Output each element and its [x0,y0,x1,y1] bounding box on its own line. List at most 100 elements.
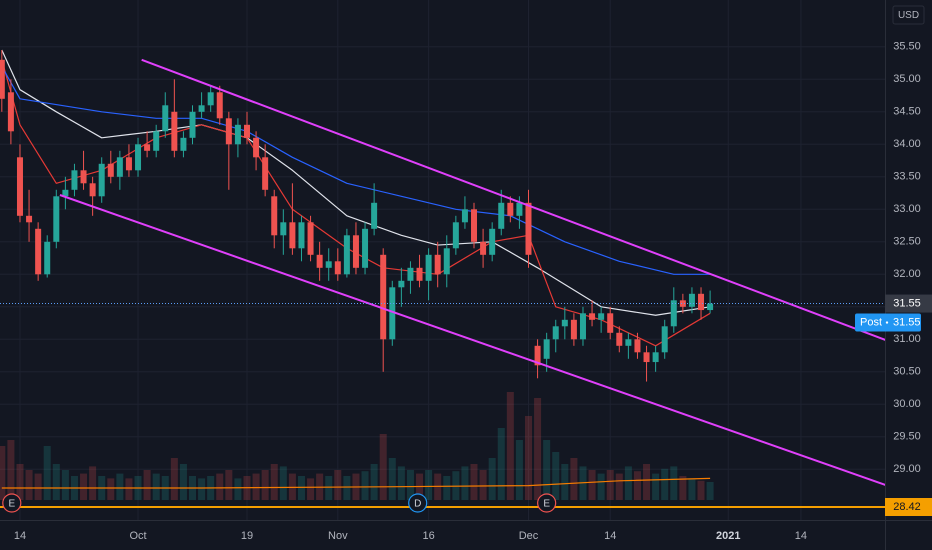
x-tick-label: Nov [328,530,348,542]
candle-body [552,326,559,340]
y-tick-label: 30.50 [893,366,921,378]
candle-body [262,157,269,190]
candle-body [507,202,514,216]
candle-body [525,202,532,255]
volume-bar [361,471,369,500]
volume-bar [461,466,469,500]
candle-body [625,339,632,346]
x-tick-label: 14 [604,530,616,542]
volume-bar [679,476,687,500]
candle-body [80,170,87,184]
candle-body [534,345,541,366]
y-tick-label: 32.50 [893,236,921,248]
candle-body [398,280,405,288]
volume-bar [688,478,696,500]
volume-bar [479,470,487,500]
y-tick-label: 35.50 [893,41,921,53]
candle-body [516,202,523,216]
candle-body [125,157,132,171]
candle-body [670,300,677,327]
candle-body [643,352,650,363]
candle-body [35,228,42,275]
candle-body [98,163,105,197]
volume-bar [143,470,151,500]
candle-body [44,241,51,275]
volume-bar [515,440,523,500]
candle-body [135,144,142,171]
volume-bar [270,464,278,500]
price-line-box [885,498,932,516]
candle-body [389,287,396,340]
candle-body [53,196,60,242]
post-separator [885,321,889,324]
candle-body [543,339,550,359]
candle-body [225,118,232,145]
volume-bar [506,392,514,500]
volume-bar [307,478,315,500]
candle-body [26,215,33,223]
candle-body [271,196,278,236]
y-tick-label: 33.50 [893,171,921,183]
candle-body [498,202,505,229]
candle-body [189,111,196,138]
volume-bar [552,452,560,500]
volume-bar [670,466,678,500]
volume-bar [534,398,542,500]
candle-body [616,332,623,346]
candle-body [216,92,223,119]
volume-bar [125,478,133,500]
candle-body [570,319,577,340]
candle-body [452,222,459,249]
candle-body [153,131,160,151]
volume-bar [443,476,451,500]
volume-bar [61,470,69,500]
volume-ma [1,477,711,489]
candle-body [598,313,605,320]
x-tick-label: 19 [241,530,253,542]
volume-bar [152,473,160,500]
volume-bar [706,482,714,500]
candle-body [489,228,496,255]
candle-body [198,105,205,112]
volume-bar [80,473,88,500]
candle-body [144,144,151,151]
volume-bar [89,466,97,500]
y-tick-label: 32.00 [893,268,921,280]
candle-body [561,319,568,327]
y-tick-label: 34.50 [893,106,921,118]
x-tick-label: 2021 [716,530,740,542]
candle-body [416,267,423,281]
candle-body [180,137,187,151]
candle-body [207,92,214,106]
volume-bar [615,473,623,500]
event-marker [408,493,428,513]
y-tick-label: 31.00 [893,333,921,345]
post-value: 31.55 [893,316,921,328]
volume-bar [406,470,414,500]
candle-body [89,183,96,197]
volume-bar [16,464,24,500]
x-tick-label: Dec [519,530,539,542]
currency: USD [898,10,919,21]
candle-body [634,339,641,353]
candle-body [289,222,296,249]
candle-body [0,59,5,99]
candle-body [116,157,123,177]
x-tick-label: 14 [795,530,807,542]
volume-bar [497,428,505,500]
volume-bar [179,464,187,500]
volume-bar [43,446,51,500]
volume-bar [198,478,206,500]
candle-body [688,293,695,307]
last-price-box [885,294,932,313]
candle-body [307,222,314,255]
candle-body [243,124,250,138]
volume-bar [397,466,405,500]
volume-bar [606,470,614,500]
volume-bar [297,476,305,500]
volume-bar [216,473,224,500]
volume-bar [370,464,378,500]
x-tick-label: Oct [129,530,146,542]
volume-bar [116,473,124,500]
x-tick-label: 16 [422,530,434,542]
